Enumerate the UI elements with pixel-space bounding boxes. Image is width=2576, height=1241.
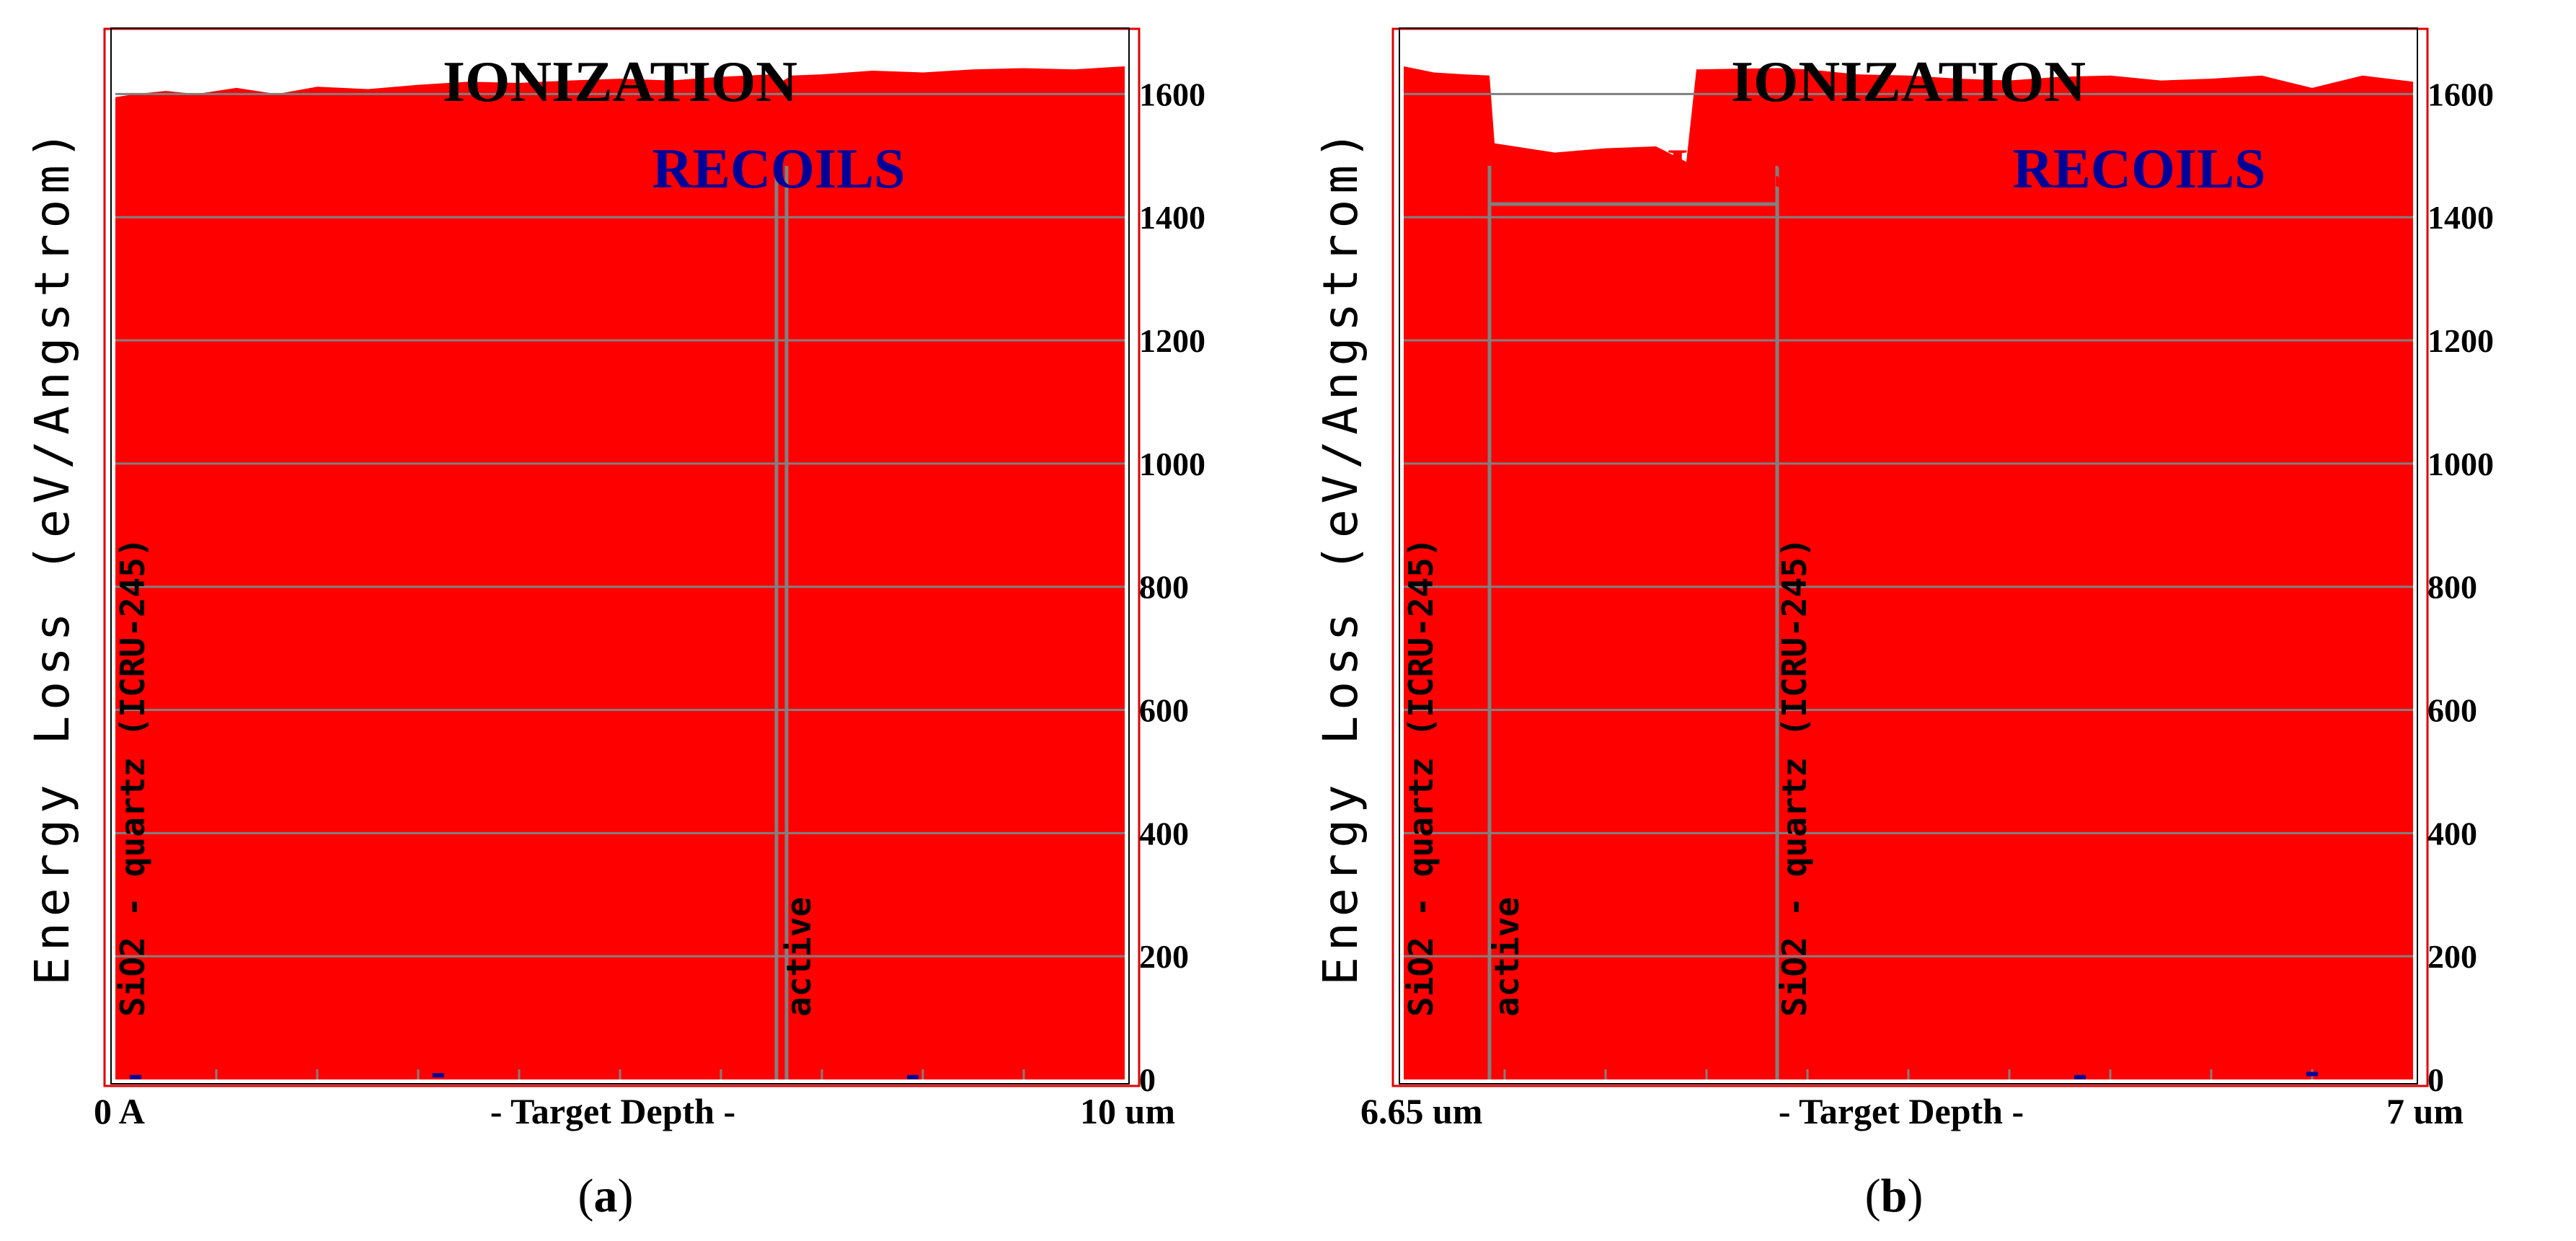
x-start-label: 6.65 um	[1360, 1091, 1482, 1131]
layer-label: active	[1487, 897, 1526, 1017]
ions-area	[115, 66, 1125, 1079]
recoil-mark	[433, 1073, 444, 1078]
y-tick-label: 1600	[1139, 76, 1205, 112]
x-end-label: 10 um	[1080, 1091, 1175, 1131]
y-tick-label: 1000	[1139, 446, 1205, 482]
recoil-mark	[2074, 1074, 2086, 1079]
y-tick-label: 0	[2427, 1061, 2444, 1098]
layer-label: SiO2 - quartz (ICRU-245)	[113, 537, 152, 1017]
inner-frame	[1399, 27, 2418, 1085]
y-tick-label: 200	[2427, 938, 2477, 975]
y-tick-label: 1400	[1139, 199, 1205, 236]
y-tick-label: 400	[1139, 815, 1189, 852]
y-tick-label: 1600	[2427, 76, 2494, 112]
y-axis-label: Energy Loss (eV/Angstrom)	[1313, 125, 1368, 985]
layer-label: active	[779, 897, 818, 1017]
ions-area	[1404, 66, 2413, 1079]
y-tick-label: 1200	[2427, 322, 2494, 359]
panel-label: (b)	[1865, 1170, 1924, 1222]
panel-label: (a)	[578, 1170, 634, 1222]
layer-label: SiO2 - quartz (ICRU-245)	[1402, 537, 1440, 1017]
y-tick-label: 1400	[2427, 199, 2494, 236]
legend-ions: IONS	[234, 137, 372, 200]
x-end-label: 7 um	[2386, 1091, 2464, 1131]
x-start-label: 0 A	[94, 1091, 145, 1131]
y-tick-label: 1000	[2427, 446, 2494, 482]
y-tick-label: 1200	[1139, 322, 1205, 359]
recoil-mark	[907, 1074, 919, 1079]
y-tick-label: 800	[1139, 569, 1189, 606]
recoil-mark	[130, 1074, 141, 1079]
y-tick-label: 600	[1139, 692, 1189, 729]
y-tick-label: 0	[1139, 1061, 1156, 1098]
panel-a: SiO2 - quartz (ICRU-245) active IONIZATION…	[25, 27, 1205, 1222]
legend-recoils: RECOILS	[652, 137, 905, 200]
y-tick-label: 200	[1139, 938, 1189, 975]
chart-b-svg: SiO2 - quartz (ICRU-245) active SiO2 - qua…	[1313, 27, 2494, 1222]
chart-title: IONIZATION	[443, 50, 797, 114]
inner-frame	[110, 27, 1130, 1085]
panel-b: SiO2 - quartz (ICRU-245) active SiO2 - qua…	[1288, 0, 2576, 1241]
x-axis-label: - Target Depth -	[490, 1091, 735, 1131]
y-tick-label: 800	[2427, 569, 2477, 606]
y-tick-label: 400	[2427, 815, 2477, 852]
chart-a-svg: SiO2 - quartz (ICRU-245) active IONIZATION…	[25, 27, 1205, 1222]
legend-recoils: RECOILS	[2012, 137, 2265, 200]
legend-ions: IONS	[1667, 137, 1805, 200]
recoil-mark	[2306, 1072, 2318, 1077]
layer-label: SiO2 - quartz (ICRU-245)	[1775, 537, 1814, 1017]
chart-title: IONIZATION	[1731, 50, 2086, 114]
y-tick-label: 600	[2427, 692, 2477, 729]
y-axis-label: Energy Loss (eV/Angstrom)	[25, 125, 80, 985]
x-axis-label: - Target Depth -	[1779, 1091, 2024, 1131]
